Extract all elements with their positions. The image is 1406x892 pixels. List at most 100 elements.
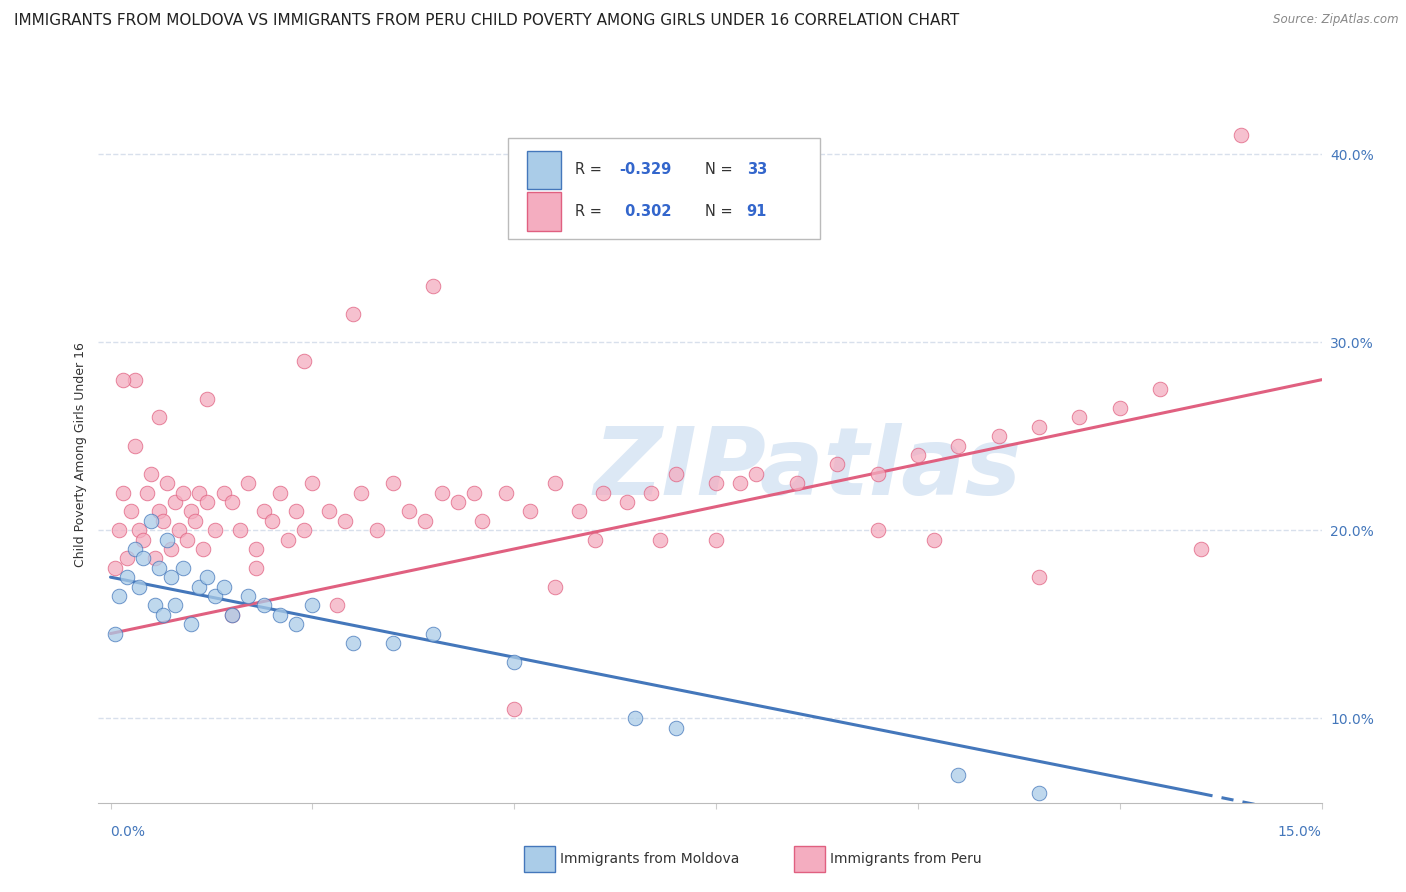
Point (866, 467, 889, 481)
Point (1069, 410, 1091, 425)
FancyBboxPatch shape (508, 138, 820, 239)
Point (665, 467, 688, 481)
Point (107, 523, 129, 537)
Point (188, 485, 211, 500)
Text: 0.302: 0.302 (620, 204, 671, 219)
Text: -0.329: -0.329 (620, 162, 672, 178)
Point (430, 485, 453, 500)
Point (156, 476, 179, 491)
Point (1108, 401, 1130, 415)
Point (103, 626, 125, 640)
Point (124, 438, 146, 452)
Point (292, 354, 315, 368)
Point (366, 523, 388, 537)
Point (730, 476, 752, 491)
Point (325, 599, 347, 613)
Point (922, 533, 945, 547)
Bar (526, 193, 561, 230)
Y-axis label: Child Poverty Among Girls Under 16: Child Poverty Among Girls Under 16 (75, 343, 87, 567)
Point (277, 533, 299, 547)
Point (143, 551, 166, 566)
Point (135, 485, 157, 500)
Point (148, 504, 170, 518)
Point (260, 514, 283, 528)
Point (236, 589, 259, 603)
Point (948, 438, 970, 452)
Point (301, 599, 323, 613)
Point (167, 523, 190, 537)
Point (180, 504, 202, 518)
Point (221, 607, 243, 622)
Point (193, 541, 215, 556)
Point (704, 476, 727, 491)
Point (184, 514, 207, 528)
Point (495, 485, 517, 500)
Bar (526, 151, 561, 189)
Point (471, 514, 494, 528)
Point (160, 570, 183, 584)
Point (124, 373, 146, 387)
Point (665, 721, 688, 735)
Point (143, 599, 166, 613)
Point (204, 589, 226, 603)
Point (165, 495, 187, 509)
Point (519, 504, 541, 518)
Text: R =: R = (575, 162, 607, 178)
Point (148, 410, 170, 425)
Point (342, 307, 364, 321)
Point (616, 495, 638, 509)
Point (188, 580, 211, 594)
Point (160, 541, 183, 556)
Point (253, 599, 276, 613)
Point (745, 467, 768, 481)
Point (148, 560, 170, 574)
Point (342, 636, 364, 650)
Point (156, 533, 179, 547)
Point (124, 541, 146, 556)
Point (221, 495, 243, 509)
Point (285, 504, 308, 518)
Point (503, 702, 526, 716)
Point (120, 504, 142, 518)
Point (382, 476, 405, 491)
Text: Immigrants from Moldova: Immigrants from Moldova (560, 852, 740, 866)
Point (111, 373, 134, 387)
Point (422, 626, 444, 640)
Point (350, 485, 373, 500)
Point (648, 533, 671, 547)
Point (948, 767, 970, 781)
Point (212, 580, 235, 594)
Point (447, 495, 470, 509)
Point (318, 504, 340, 518)
Point (292, 523, 315, 537)
Text: IMMIGRANTS FROM MOLDOVA VS IMMIGRANTS FROM PERU CHILD POVERTY AMONG GIRLS UNDER : IMMIGRANTS FROM MOLDOVA VS IMMIGRANTS FR… (14, 13, 959, 29)
Point (139, 467, 162, 481)
Point (907, 448, 929, 462)
Point (115, 551, 138, 566)
Point (128, 523, 150, 537)
Point (1149, 382, 1171, 396)
Point (103, 560, 125, 574)
Point (866, 523, 889, 537)
Point (107, 589, 129, 603)
Point (115, 570, 138, 584)
Point (128, 580, 150, 594)
Point (245, 541, 267, 556)
Point (165, 599, 187, 613)
Text: 91: 91 (747, 204, 768, 219)
Text: N =: N = (706, 162, 737, 178)
Point (132, 551, 155, 566)
Point (139, 514, 162, 528)
Point (415, 514, 437, 528)
Point (212, 485, 235, 500)
Point (825, 458, 848, 472)
Point (463, 485, 485, 500)
Point (228, 523, 250, 537)
Point (503, 655, 526, 669)
Text: Source: ZipAtlas.com: Source: ZipAtlas.com (1274, 13, 1399, 27)
Point (568, 504, 591, 518)
Point (382, 636, 405, 650)
Point (152, 514, 174, 528)
Point (422, 278, 444, 293)
Point (176, 533, 198, 547)
